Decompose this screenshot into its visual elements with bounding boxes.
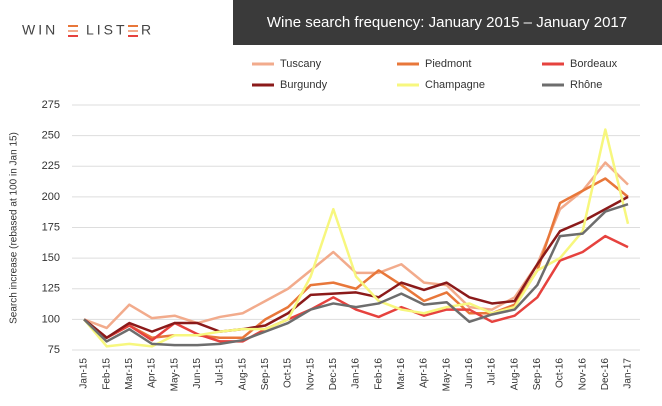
- x-tick-label: Nov-16: [577, 358, 588, 391]
- y-tick-label: 75: [48, 344, 60, 356]
- logo-text: R: [141, 22, 154, 38]
- x-tick-label: Jul-16: [487, 358, 498, 386]
- series-line: [83, 203, 629, 347]
- x-tick-label: Aug-16: [509, 358, 520, 391]
- legend-label: Champagne: [425, 79, 485, 91]
- x-tick-label: Aug-15: [237, 358, 248, 391]
- y-tick-label: 125: [42, 283, 60, 295]
- x-tick-label: Jan-17: [623, 358, 634, 389]
- title-box: [233, 0, 662, 45]
- y-axis-label: Search increase (rebased at 100 in Jan 1…: [9, 132, 20, 324]
- x-tick-label: Jun-16: [464, 358, 475, 389]
- x-tick-label: May-15: [169, 358, 180, 392]
- logo-bar: [68, 25, 78, 27]
- logo-bar: [68, 30, 78, 32]
- x-tick-label: Oct-16: [555, 358, 566, 388]
- x-tick-label: Jun-15: [192, 358, 203, 389]
- series-line: [83, 195, 629, 339]
- y-tick-label: 275: [42, 99, 60, 111]
- y-tick-label: 250: [42, 130, 60, 142]
- x-tick-label: Dec-15: [328, 358, 339, 391]
- legend-label: Piedmont: [425, 58, 471, 70]
- logo-text: LIST: [86, 22, 128, 38]
- x-tick-label: Sep-16: [532, 358, 543, 391]
- legend-label: Tuscany: [280, 58, 322, 70]
- x-tick-label: Jul-15: [215, 358, 226, 386]
- x-tick-label: Mar-15: [124, 358, 135, 390]
- legend-label: Burgundy: [280, 79, 328, 91]
- logo-bar: [68, 35, 78, 37]
- legend-label: Rhône: [570, 79, 602, 91]
- legend-label: Bordeaux: [570, 58, 618, 70]
- y-tick-label: 225: [42, 160, 60, 172]
- y-tick-label: 200: [42, 191, 60, 203]
- series-line: [83, 128, 630, 348]
- x-tick-label: Jan-15: [79, 358, 90, 389]
- x-tick-label: Oct-15: [283, 358, 294, 388]
- x-tick-label: Sep-15: [260, 358, 271, 391]
- y-tick-label: 100: [42, 313, 60, 325]
- y-tick-label: 150: [42, 252, 60, 264]
- logo-text: WIN: [22, 22, 58, 38]
- x-tick-label: Mar-16: [396, 358, 407, 390]
- logo: WIN LIST R: [22, 22, 154, 38]
- x-tick-label: Apr-15: [147, 358, 158, 388]
- y-tick-label: 175: [42, 221, 60, 233]
- x-tick-label: May-16: [441, 358, 452, 392]
- x-tick-label: Jan-16: [351, 358, 362, 389]
- chart-title: Wine search frequency: January 2015 – Ja…: [267, 14, 627, 31]
- x-tick-label: Nov-15: [305, 358, 316, 391]
- logo-bar: [128, 30, 138, 32]
- x-tick-label: Dec-16: [600, 358, 611, 391]
- x-tick-label: Feb-16: [373, 358, 384, 390]
- logo-bar: [128, 35, 138, 37]
- x-tick-label: Feb-15: [101, 358, 112, 390]
- x-tick-label: Apr-16: [419, 358, 430, 388]
- logo-bar: [128, 25, 138, 27]
